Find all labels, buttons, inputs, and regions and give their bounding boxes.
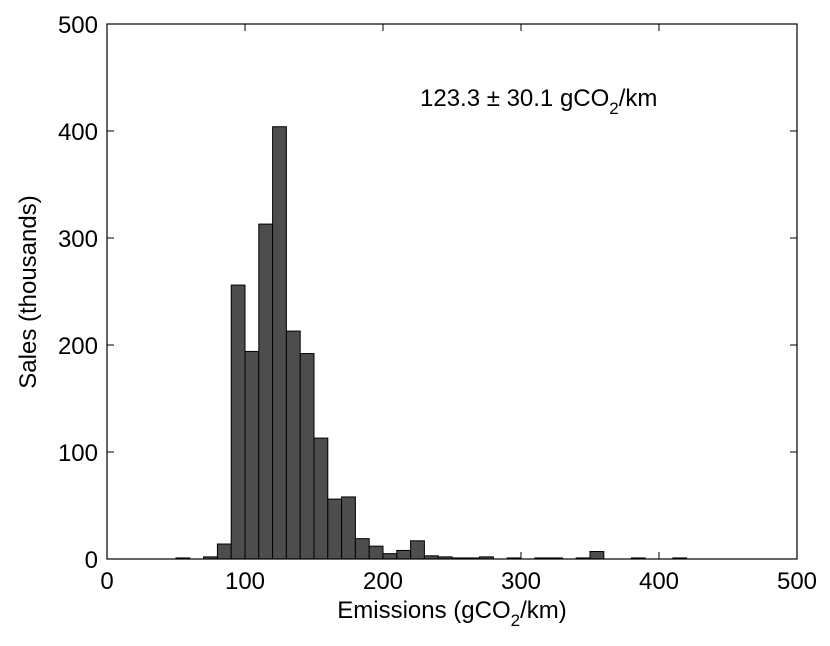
emissions-mean-annotation: 123.3 ± 30.1 gCO2/km <box>420 85 657 118</box>
y-tick-label: 200 <box>58 333 98 360</box>
histogram-bar <box>396 549 412 560</box>
x-tick-labels: 0 100 200 300 400 500 <box>100 568 817 595</box>
y-tick-label: 0 <box>85 547 98 574</box>
y-tick-label: 300 <box>58 226 98 253</box>
annotation-text-before: 123.3 ± 30.1 gCO <box>420 85 609 112</box>
x-tick-label: 0 <box>100 568 113 595</box>
histogram-bar <box>382 553 398 560</box>
histogram-bar <box>299 353 315 560</box>
histogram-bar <box>368 545 384 560</box>
x-axis-title-before: Emissions (gCO <box>337 597 510 624</box>
histogram-bar <box>589 551 605 560</box>
x-tick-label: 100 <box>225 568 265 595</box>
histogram-bar <box>410 540 425 560</box>
histogram-bar <box>230 284 246 560</box>
x-tick-label: 400 <box>639 568 679 595</box>
y-tick-label: 400 <box>58 119 98 146</box>
histogram-bar <box>313 437 329 560</box>
plot-frame <box>106 23 798 560</box>
y-tick-label: 500 <box>58 12 98 39</box>
annotation-text-after: /km <box>619 85 658 112</box>
x-tick-label: 300 <box>501 568 541 595</box>
axis-ticks <box>106 23 798 560</box>
x-axis-title: Emissions (gCO2/km) <box>337 597 567 630</box>
histogram-bar <box>272 126 287 560</box>
x-tick-label: 200 <box>363 568 403 595</box>
histogram-bar <box>244 350 260 560</box>
x-tick-label: 500 <box>777 568 817 595</box>
y-axis-title: Sales (thousands) <box>15 195 42 388</box>
x-axis-title-after: /km) <box>520 597 567 624</box>
histogram-bar <box>354 538 370 560</box>
histogram-bar <box>258 223 274 560</box>
annotation-subscript: 2 <box>609 99 618 118</box>
histogram-bars <box>175 126 688 560</box>
histogram-bar <box>216 543 232 560</box>
histogram-bar <box>327 498 343 560</box>
histogram-bar <box>285 330 301 560</box>
y-tick-label: 100 <box>58 440 98 467</box>
y-tick-labels: 0 100 200 300 400 500 <box>58 12 98 574</box>
x-axis-title-subscript: 2 <box>511 611 520 630</box>
histogram-bar <box>341 496 356 560</box>
